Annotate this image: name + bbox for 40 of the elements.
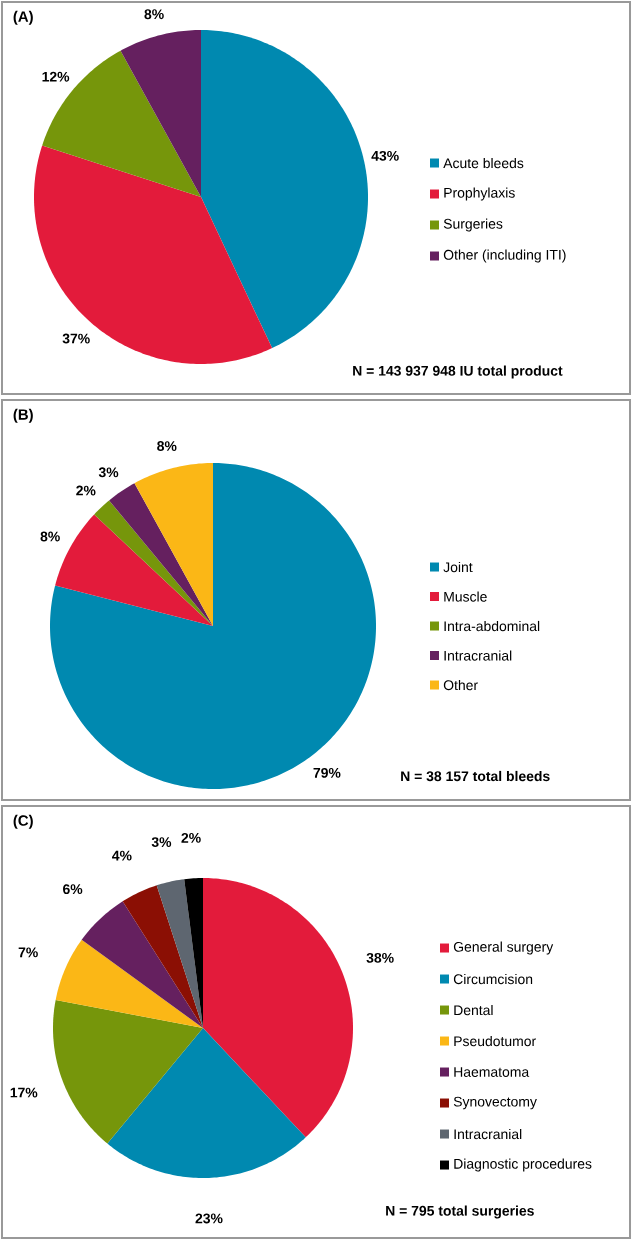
data-label: 17% xyxy=(10,1087,38,1098)
data-label: 3% xyxy=(98,467,119,478)
data-label: 38% xyxy=(366,952,394,963)
legend-label: Prophylaxis xyxy=(444,187,515,201)
data-label: 2% xyxy=(181,832,201,843)
legend-label: Intracranial xyxy=(454,1128,522,1140)
legend-label: Surgeries xyxy=(443,218,503,232)
legend-label: Acute bleeds xyxy=(443,157,524,169)
legend-label: Joint xyxy=(443,561,473,573)
legend-label: Intra-abdominal xyxy=(444,620,540,632)
legend-label: Circumcision xyxy=(453,973,533,985)
data-label: 3% xyxy=(151,837,172,848)
legend-label: Other (including ITI) xyxy=(443,249,566,263)
legend-label: Dental xyxy=(454,1004,493,1016)
legend-label: General surgery xyxy=(453,941,554,955)
data-label: 7% xyxy=(18,947,38,958)
chart-title: (A) xyxy=(13,10,33,25)
data-label: 6% xyxy=(63,884,83,895)
data-label: 43% xyxy=(371,150,399,161)
data-label: 23% xyxy=(195,1213,223,1224)
legend-label: Muscle xyxy=(444,591,487,602)
legend-label: Synovectomy xyxy=(453,1096,537,1110)
text: N = 38 157 total bleeds xyxy=(401,770,550,782)
data-label: 8% xyxy=(144,9,164,20)
legend-label: Pseudotumor xyxy=(454,1035,536,1047)
chart-title: (B) xyxy=(13,408,33,423)
data-label: 8% xyxy=(157,441,177,451)
data-label: 12% xyxy=(42,71,70,82)
legend-label: Haematoma xyxy=(454,1067,530,1077)
legend-label: Diagnostic procedures xyxy=(454,1158,592,1172)
text: N = 795 total surgeries xyxy=(386,1205,534,1219)
chart-title: (C) xyxy=(13,814,33,829)
data-label: 4% xyxy=(112,850,132,861)
text: N = 143 937 948 IU total product xyxy=(353,365,563,379)
data-label: 2% xyxy=(76,485,96,496)
legend-label: Intracranial xyxy=(444,650,512,661)
data-label: 79% xyxy=(313,767,341,778)
data-label: 37% xyxy=(62,333,90,344)
data-label: 8% xyxy=(40,531,60,542)
legend-label: Other xyxy=(443,679,478,691)
